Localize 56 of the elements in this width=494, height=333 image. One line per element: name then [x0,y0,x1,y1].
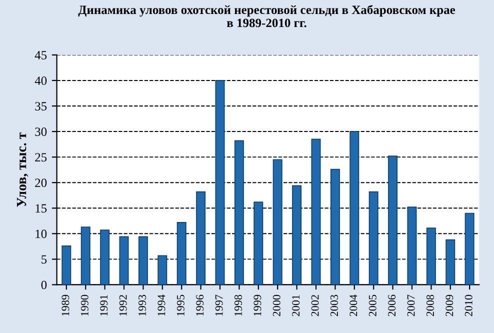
bar [80,226,90,285]
bar [100,230,110,285]
bar [292,185,302,285]
bar [311,138,321,285]
y-axis-title: Улов, тыс. т [16,132,28,207]
x-tick-label: 2004 [350,294,358,316]
bar [426,228,436,285]
x-tick-label: 2003 [330,294,338,316]
y-tick-label: 0 [41,280,47,290]
bar [158,255,168,285]
bar [368,191,378,285]
bar [272,159,282,285]
x-tick-label: 1993 [138,294,146,316]
x-tick-label: 1989 [62,294,70,316]
bar [464,212,474,285]
x-tick-label: 2007 [407,294,415,316]
bar [350,131,360,285]
bar [119,236,129,285]
x-tick-label: 2000 [272,294,280,316]
x-tick-label: 2010 [464,294,472,316]
x-tick-label: 1998 [234,294,242,316]
x-tick-label: 1990 [80,294,88,316]
x-tick-label: 2008 [426,294,434,316]
y-tick-label: 20 [35,178,47,188]
bar [407,206,417,285]
chart-title: Динамика уловов охотской нерестовой сельди в Хабаровском крае в 1989-2010 гг. [78,4,456,28]
x-tick-label: 1995 [176,294,184,316]
y-tick-label: 40 [34,76,47,85]
bar [388,156,398,285]
x-tick-label: 2009 [446,294,454,316]
bar [215,80,225,285]
x-tick-label: 2005 [368,294,376,316]
x-tick-label: 2002 [311,295,319,316]
x-tick-label: 2001 [292,295,300,316]
bar [446,239,456,285]
y-tick-label: 30 [35,128,47,136]
bar [176,222,186,285]
y-tick-label: 5 [42,255,47,264]
x-tick-label: 1997 [215,294,223,316]
bar [234,140,244,285]
y-tick-label: 25 [35,153,47,162]
bar [196,191,206,285]
y-tick-label: 45 [34,51,47,60]
x-tick-label: 1991 [100,295,108,316]
x-tick-label: 2006 [388,294,396,316]
bar [62,245,72,285]
y-tick-label: 15 [36,204,47,213]
y-tick-label: 10 [36,230,47,238]
bar [330,168,340,285]
bar [138,236,148,285]
x-tick-label: 1992 [119,295,127,316]
bar [254,202,264,285]
x-tick-label: 1996 [196,294,204,316]
y-tick-label: 35 [35,102,47,110]
x-tick-label: 1994 [158,294,166,316]
x-tick-label: 1999 [254,294,262,316]
